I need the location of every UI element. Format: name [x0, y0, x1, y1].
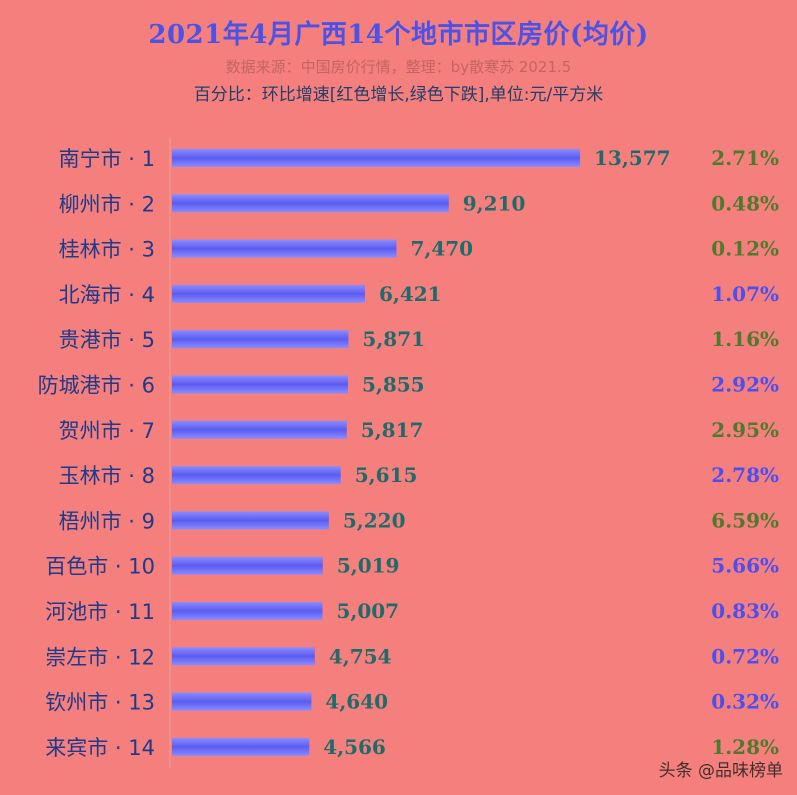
- value-label: 9,210: [463, 191, 526, 215]
- bar: [172, 466, 341, 485]
- value-label: 4,640: [325, 690, 388, 714]
- bar: [172, 330, 349, 349]
- category-label: 钦州市 · 13: [45, 691, 155, 715]
- value-label: 7,470: [410, 237, 473, 261]
- value-label: 5,871: [362, 327, 425, 351]
- percent-change-label: 2.71%: [711, 146, 779, 170]
- bar: [172, 375, 348, 394]
- bar: [172, 692, 312, 711]
- percent-change-label: 2.92%: [711, 373, 779, 397]
- bar: [172, 420, 347, 439]
- category-label: 河池市 · 11: [45, 600, 155, 624]
- percent-change-label: 1.16%: [711, 327, 779, 351]
- value-label: 5,615: [355, 463, 418, 487]
- value-label: 5,007: [336, 599, 399, 623]
- value-label: 5,817: [361, 418, 424, 442]
- category-label: 玉林市 · 8: [59, 464, 155, 488]
- category-label: 南宁市 · 1: [59, 147, 155, 171]
- value-label: 5,019: [337, 554, 400, 578]
- value-label: 5,855: [362, 373, 425, 397]
- percent-change-label: 0.72%: [711, 644, 779, 668]
- percent-change-label: 6.59%: [711, 508, 779, 532]
- percent-change-label: 0.48%: [711, 191, 779, 215]
- value-label: 6,421: [379, 282, 442, 306]
- percent-change-label: 2.95%: [711, 418, 779, 442]
- percent-change-label: 1.28%: [711, 735, 779, 759]
- value-label: 13,577: [594, 146, 671, 170]
- bar: [172, 647, 315, 666]
- value-label: 4,566: [323, 735, 386, 759]
- value-label: 4,754: [329, 644, 392, 668]
- percent-change-label: 1.07%: [711, 282, 779, 306]
- category-label: 来宾市 · 14: [45, 736, 155, 760]
- percent-change-label: 5.66%: [711, 554, 779, 578]
- percent-change-label: 0.32%: [711, 690, 779, 714]
- percent-change-label: 2.78%: [711, 463, 779, 487]
- category-label: 柳州市 · 2: [59, 192, 155, 216]
- chart-title: 2021年4月广西14个地市市区房价(均价): [148, 20, 649, 50]
- percent-change-label: 0.12%: [711, 237, 779, 261]
- category-label: 梧州市 · 9: [59, 509, 155, 533]
- bar: [172, 602, 323, 620]
- category-label: 北海市 · 4: [59, 283, 155, 307]
- bar: [172, 239, 397, 258]
- category-label: 贺州市 · 7: [59, 419, 155, 443]
- bar: [172, 149, 580, 167]
- category-label: 防城港市 · 6: [38, 374, 155, 398]
- watermark: 头条 @品味榜单: [658, 761, 783, 781]
- bar: [172, 511, 329, 530]
- category-label: 桂林市 · 3: [59, 238, 155, 262]
- chart-subtitle: 数据来源：中国房价行情，整理：by散寒苏 2021.5: [225, 58, 572, 76]
- chart-note: 百分比：环比增速[红色增长,绿色下跌],单位:元/平方米: [193, 85, 604, 105]
- bar: [172, 284, 365, 303]
- value-label: 5,220: [343, 508, 406, 532]
- bar: [172, 737, 310, 756]
- category-label: 崇左市 · 12: [45, 645, 155, 669]
- bar: [172, 556, 323, 575]
- category-label: 百色市 · 10: [45, 555, 155, 579]
- bar: [172, 194, 449, 213]
- percent-change-label: 0.83%: [711, 599, 779, 623]
- category-label: 贵港市 · 5: [59, 328, 155, 352]
